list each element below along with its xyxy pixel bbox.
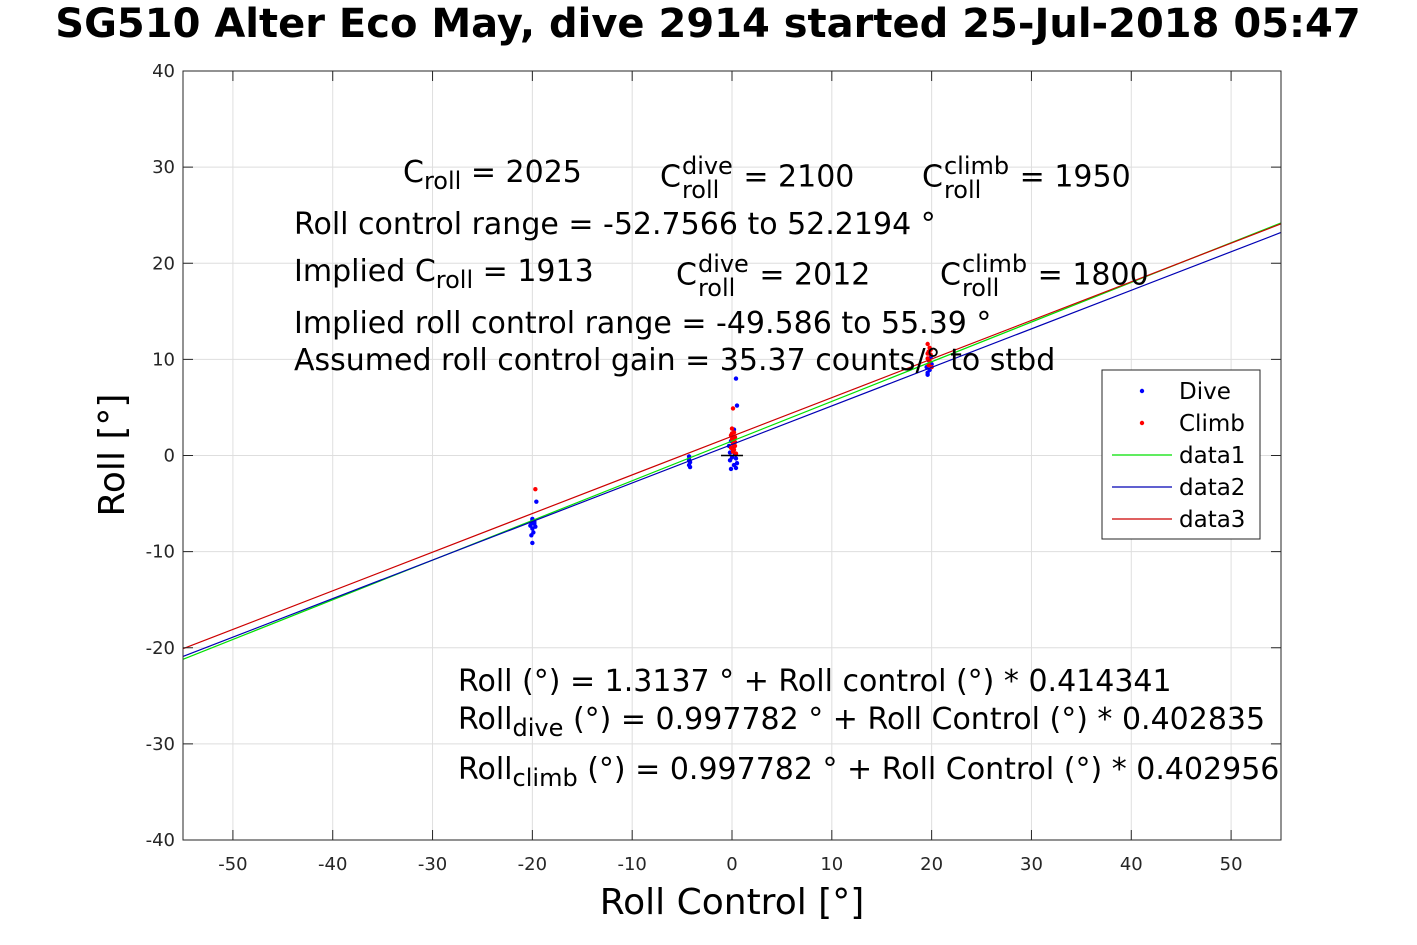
annotation-roll-control-range: Roll control range = -52.7566 to 52.2194… [294,207,936,242]
implied-c-roll-sub: roll [435,266,474,294]
legend-label-dive: Dive [1179,379,1231,405]
fit-dive-base: Roll [458,702,513,737]
y-tick-label: 10 [152,349,175,370]
x-tick-label: -40 [318,854,347,875]
fit-dive-rest: (°) = 0.997782 ° + Roll Control (°) * 0.… [563,702,1266,737]
y-tick-label: -30 [146,734,175,755]
legend-layer: Dive Climb data1 data2 data3 [1101,369,1261,540]
point-climb [928,347,933,352]
point-dive [733,456,739,461]
x-tick-label: -50 [218,854,247,875]
x-tick-label: 10 [820,854,843,875]
series-line-data2 [182,231,1282,657]
series-line-data3 [182,223,1282,650]
annotation-fit-all: Roll (°) = 1.3137 ° + Roll control (°) *… [458,664,1172,699]
point-climb [729,426,735,431]
x-axis-label: Roll Control [°] [600,882,865,923]
x-tick-label: -30 [418,854,447,875]
point-dive [733,376,739,381]
implied-c-roll-value: = 1913 [473,254,594,289]
point-dive [534,499,539,504]
y-tick-label: 0 [164,446,175,467]
series-line-data1 [182,222,1282,660]
c-roll-dive-value: = 2100 [733,159,855,195]
fit-climb-base: Roll [458,752,513,787]
c-roll-climb-value: = 1950 [1010,159,1131,195]
annotation-c-roll: Croll = 2025 [403,155,582,194]
y-tick-label: -40 [146,830,175,851]
x-tick-label: 20 [920,854,943,875]
c-roll-climb-base: C [922,159,943,195]
c-roll-climb-sub: roll [943,176,982,204]
point-dive [533,524,538,529]
implied-c-roll-base: Implied C [294,254,436,289]
implied-c-roll-dive-sup: dive [697,250,749,278]
point-climb [925,341,930,347]
y-axis-label: Roll [°] [92,394,133,517]
point-dive [687,464,693,470]
implied-c-roll-climb-value: = 1800 [1028,257,1149,293]
point-climb [533,486,538,492]
legend-swatch-climb [1139,420,1145,426]
y-tick-label: -10 [146,542,175,563]
point-climb [730,406,736,411]
implied-c-roll-climb-base: C [940,257,961,293]
point-dive [925,372,930,377]
implied-c-roll-dive-value: = 2012 [749,257,871,293]
axes-layer: -50 -40 -30 -20 -10 0 10 20 30 40 50 -40 -30 -20 -10 0 1… [146,61,1282,875]
point-dive [728,466,734,472]
legend-label-data1: data1 [1179,443,1245,469]
y-tick-label: 30 [152,157,175,178]
c-roll-base: C [403,155,424,190]
annotation-implied-c-roll: Implied Croll = 1913 [294,254,594,293]
x-tick-label: 0 [726,854,737,875]
chart-title: SG510 Alter Eco May, dive 2914 started 2… [55,1,1361,47]
c-roll-climb-sup: climb [943,152,1010,180]
annotation-fit-dive: Rolldive (°) = 0.997782 ° + Roll Control… [458,702,1266,741]
x-tick-label: 40 [1120,854,1143,875]
x-tick-label: 50 [1220,854,1243,875]
c-roll-value: = 2025 [461,155,582,190]
legend-swatch-dive [1139,388,1145,394]
legend-label-data3: data3 [1179,507,1245,533]
x-tick-label: -20 [518,854,547,875]
point-dive [734,403,740,408]
implied-c-roll-dive-sub: roll [697,274,736,302]
y-tick-label: 20 [152,253,175,274]
annotation-fit-climb: Rollclimb (°) = 0.997782 ° + Roll Contro… [458,752,1280,791]
c-roll-sub: roll [423,167,462,195]
y-tick-label: -20 [146,638,175,659]
fit-climb-sub: climb [512,764,578,792]
legend-label-climb: Climb [1179,411,1245,437]
point-climb [732,443,738,449]
point-dive [530,540,535,546]
point-climb [729,431,735,436]
implied-c-roll-climb-sup: climb [961,250,1028,278]
c-roll-dive-sub: roll [681,176,720,204]
fit-climb-rest: (°) = 0.997782 ° + Roll Control (°) * 0.… [577,752,1280,787]
point-climb [925,351,930,356]
x-tick-label: -10 [617,854,646,875]
fit-dive-sub: dive [512,714,564,742]
annotation-implied-roll-control-range: Implied roll control range = -49.586 to … [294,306,992,341]
point-dive [727,458,733,463]
implied-c-roll-climb-sub: roll [961,274,1000,302]
c-roll-dive-sup: dive [681,152,733,180]
annotation-assumed-gain: Assumed roll control gain = 35.37 counts… [294,343,1056,378]
series-layer [182,222,1282,660]
x-tick-label: 30 [1020,854,1043,875]
point-climb [733,451,739,456]
point-dive [733,465,739,471]
point-dive [529,533,534,538]
implied-c-roll-dive-base: C [676,257,697,293]
c-roll-dive-base: C [660,159,681,195]
y-tick-label: 40 [152,61,175,82]
legend-label-data2: data2 [1179,475,1245,501]
